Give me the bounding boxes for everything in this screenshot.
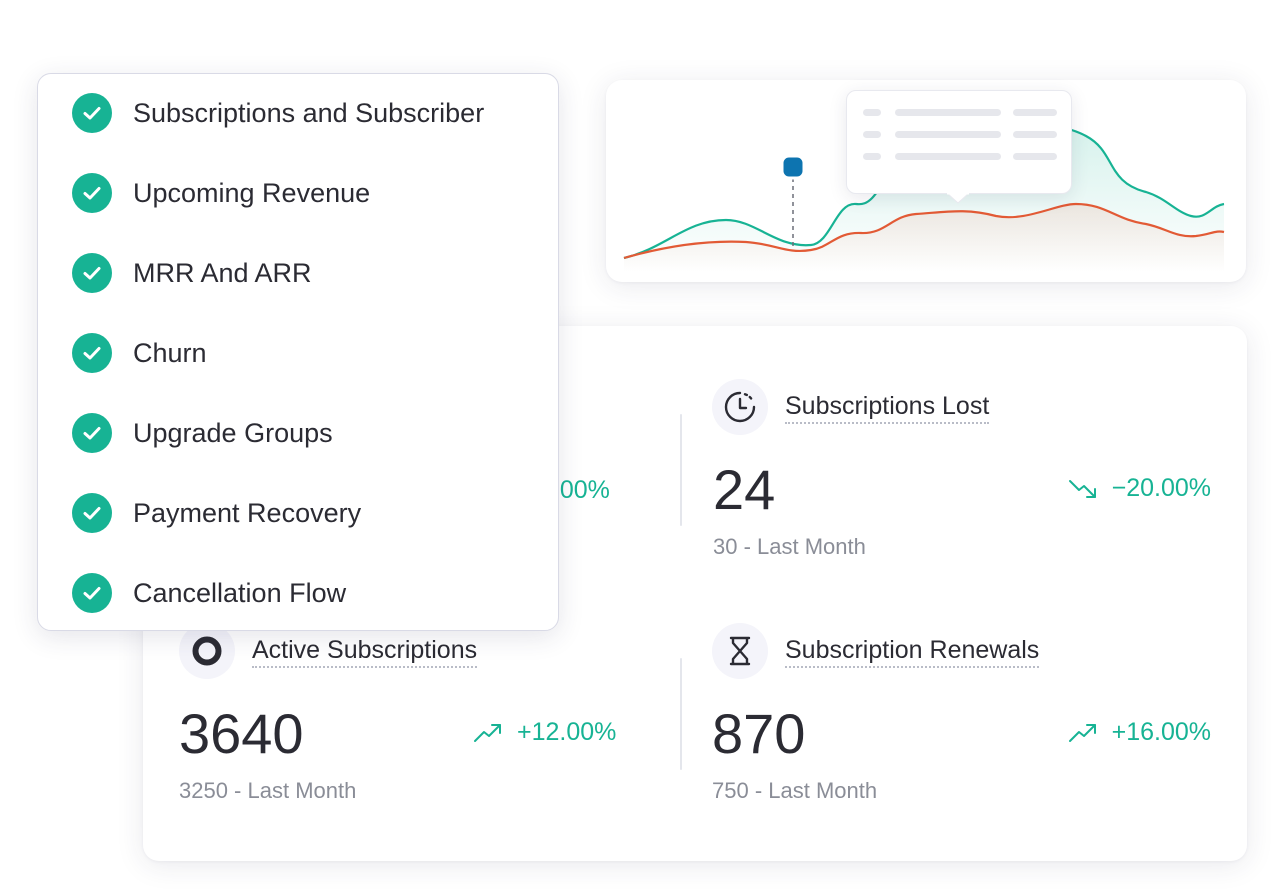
checklist-item[interactable]: Payment Recovery <box>72 493 361 533</box>
checklist-item-label: Payment Recovery <box>133 497 362 528</box>
checklist-item[interactable]: Subscriptions and Subscriber <box>72 93 484 133</box>
tooltip-placeholder <box>1013 131 1057 138</box>
checklist-item-label: MRR And ARR <box>133 257 312 288</box>
metric-renewals-previous: 750 - Last Month <box>712 778 878 803</box>
vertical-divider-bottom <box>680 658 682 770</box>
checklist-item[interactable]: Cancellation Flow <box>72 573 346 613</box>
metric-active-previous: 3250 - Last Month <box>179 778 357 803</box>
checklist-item[interactable]: Upcoming Revenue <box>72 173 370 213</box>
vertical-divider-top <box>680 414 682 526</box>
check-circle-icon <box>72 333 112 373</box>
metric-active-header: Active Subscriptions <box>179 623 478 679</box>
check-circle-icon <box>72 173 112 213</box>
metric-active-change: +12.00% <box>473 718 616 747</box>
tooltip-placeholder <box>895 109 1001 116</box>
trend-chart-card <box>606 80 1246 282</box>
ring-icon <box>179 623 235 679</box>
tooltip-placeholder <box>895 131 1001 138</box>
metric-lost-header: Subscriptions Lost <box>712 379 990 435</box>
tooltip-placeholder <box>1013 109 1057 116</box>
metric-renewals-change-text: +16.00% <box>1111 718 1211 746</box>
metric-active-value: 3640 <box>179 702 304 765</box>
hourglass-icon <box>712 623 768 679</box>
checklist-item[interactable]: MRR And ARR <box>72 253 312 293</box>
metric-active-title[interactable]: Active Subscriptions <box>252 635 478 668</box>
metric-lost-change: −20.00% <box>1068 474 1211 503</box>
checklist-item-label: Churn <box>133 337 207 368</box>
tooltip-placeholder <box>1013 153 1057 160</box>
trend-up-icon <box>474 723 501 742</box>
checklist-item-label: Upgrade Groups <box>133 417 333 448</box>
metric-lost-previous: 30 - Last Month <box>713 534 866 559</box>
metric-lost-change-text: −20.00% <box>1111 474 1211 502</box>
metric-lost-title[interactable]: Subscriptions Lost <box>785 391 990 424</box>
chart-tooltip <box>846 90 1072 204</box>
metric-renewals-title[interactable]: Subscription Renewals <box>785 635 1040 668</box>
feature-checklist: Subscriptions and Subscriber Upcoming Re… <box>37 73 559 631</box>
check-circle-icon <box>72 413 112 453</box>
metric-renewals-value: 870 <box>712 702 806 765</box>
series-area-orange <box>624 204 1224 272</box>
checklist-item[interactable]: Upgrade Groups <box>72 413 333 453</box>
clock-icon <box>712 379 768 435</box>
metric-lost-value: 24 <box>713 458 776 521</box>
check-circle-icon <box>72 93 112 133</box>
checklist-item-label: Subscriptions and Subscriber <box>133 97 485 128</box>
metric-active-change-text: +12.00% <box>517 718 617 746</box>
trend-chart <box>623 120 1225 273</box>
series-line-orange <box>623 202 1225 260</box>
checklist-item[interactable]: Churn <box>72 333 207 373</box>
metric-renewals-header: Subscription Renewals <box>712 623 1040 679</box>
tooltip-pointer <box>947 193 969 204</box>
check-circle-icon <box>72 493 112 533</box>
check-circle-icon <box>72 253 112 293</box>
tooltip-placeholder <box>863 131 881 138</box>
metric-renewals-change: +16.00% <box>1068 718 1211 747</box>
marker-point[interactable] <box>780 154 806 180</box>
trend-up-icon <box>1068 723 1096 742</box>
tooltip-placeholder <box>895 153 1001 160</box>
checklist-item-label: Cancellation Flow <box>133 577 347 608</box>
tooltip-placeholder <box>863 153 881 160</box>
checklist-item-label: Upcoming Revenue <box>133 177 371 208</box>
trend-down-icon <box>1068 479 1096 498</box>
tooltip-placeholder <box>863 109 881 116</box>
check-circle-icon <box>72 573 112 613</box>
